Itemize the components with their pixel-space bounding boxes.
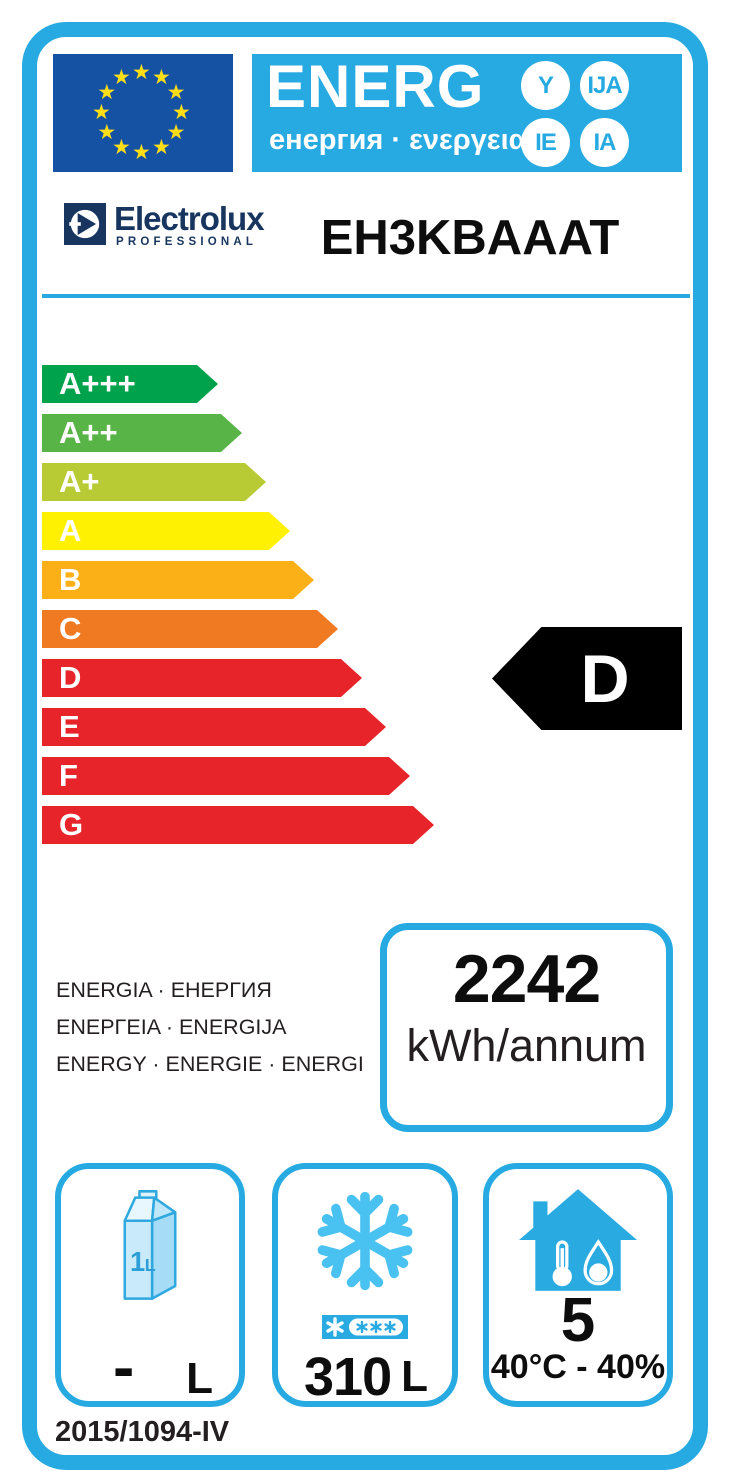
eu-star-icon: ★ (172, 101, 191, 124)
climate-class-value: 5 (560, 1286, 596, 1355)
energ-subtitle: енергия · ενεργεια (269, 124, 527, 156)
label-border (22, 22, 708, 1470)
eu-star-icon: ★ (112, 135, 131, 159)
energy-words-line2: ENEPΓEIA · ENERGIJA (56, 1015, 287, 1039)
suffix-circle-ija: IJA (580, 61, 629, 110)
freezer-star-rating-icon (322, 1315, 408, 1339)
suffix-circle-ia: IA (580, 118, 629, 167)
thermometer-icon (552, 1240, 572, 1287)
header-divider (42, 294, 690, 298)
rating-bar-d: D (42, 659, 362, 697)
eu-star-icon: ★ (132, 141, 151, 164)
rating-bar-c: C (42, 610, 338, 648)
rating-bar-appp: A+++ (42, 365, 218, 403)
consumption-value: 2242 (452, 941, 601, 1017)
net-volume-box: 1 L - L (55, 1163, 245, 1407)
eu-star-icon: ★ (152, 66, 171, 90)
eu-star-icon: ★ (152, 135, 171, 159)
electrolux-logo-icon (64, 203, 106, 245)
eu-star-icon: ★ (97, 81, 117, 104)
suffix-circle-y: Y (521, 61, 570, 110)
net-volume-unit: L (186, 1354, 213, 1403)
milk-carton-icon: 1 L (123, 1190, 177, 1300)
freezer-volume-box: 310 L (272, 1163, 458, 1407)
net-volume-value: - (113, 1331, 135, 1403)
svg-text:1: 1 (130, 1246, 145, 1277)
rating-bar-e: E (42, 708, 386, 746)
rating-class-letter: D (580, 640, 630, 717)
rating-bar-a: A (42, 512, 290, 550)
climate-condition: 40°C - 40% (490, 1348, 666, 1386)
climate-class-box: 5 40°C - 40% (483, 1163, 673, 1407)
rating-bar-b: B (42, 561, 314, 599)
energ-title: ENERG (266, 53, 485, 120)
rating-bar-g: G (42, 806, 434, 844)
consumption-unit: kWh/annum (406, 1020, 647, 1071)
annual-consumption-box: 2242 kWh/annum (380, 923, 673, 1132)
suffix-circle-ie: IE (521, 118, 570, 167)
energy-words-line1: ENERGIA · ЕНЕРГИЯ (56, 978, 272, 1002)
freezer-volume-value: 310 (304, 1347, 392, 1407)
eu-star-icon: ★ (97, 121, 117, 144)
eu-star-icon: ★ (166, 121, 186, 144)
house-icon (519, 1189, 637, 1291)
brand-tagline: PROFESSIONAL (116, 236, 258, 248)
model-number: EH3KBAAAT (320, 211, 620, 265)
rating-bar-ap: A+ (42, 463, 266, 501)
energy-words-line3: ENERGY · ENERGIE · ENERGI (56, 1052, 364, 1076)
eu-star-icon: ★ (92, 101, 111, 124)
energ-banner: ENERG енергия · ενεργεια Y IJA IE IA (252, 54, 682, 172)
eu-star-icon: ★ (132, 61, 151, 84)
energy-words: ENERGIA · ЕНЕРГИЯ ENEPΓEIA · ENERGIJA EN… (56, 972, 364, 1083)
brand-name: Electrolux (114, 200, 265, 237)
rating-bar-f: F (42, 757, 410, 795)
snowflake-icon (312, 1191, 418, 1297)
rating-bar-app: A++ (42, 414, 242, 452)
eu-star-icon: ★ (112, 66, 131, 90)
svg-text:L: L (145, 1255, 156, 1275)
eu-flag: ★ ★ ★ ★ ★ ★ ★ ★ ★ ★ ★ ★ (53, 54, 233, 172)
eu-star-icon: ★ (166, 81, 186, 104)
water-drop-icon (583, 1239, 614, 1286)
regulation-reference: 2015/1094-IV (55, 1416, 230, 1448)
freezer-volume-unit: L (401, 1352, 428, 1401)
